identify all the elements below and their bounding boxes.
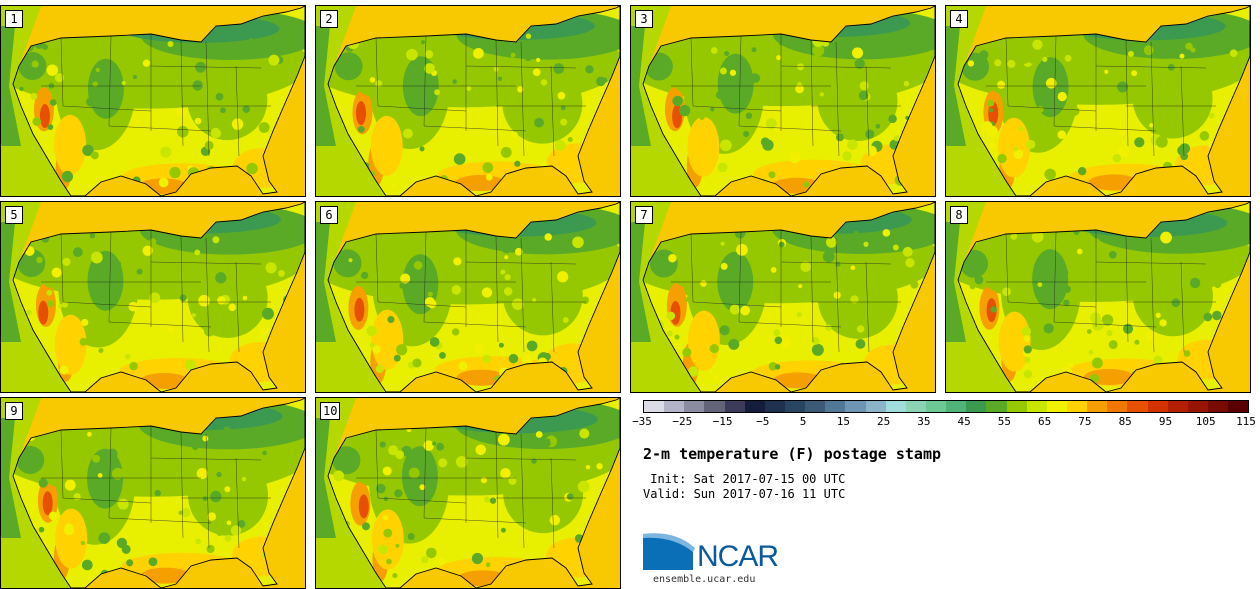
- logo-text: NCAR: [697, 540, 779, 573]
- colorbar-tick-label: 75: [1078, 415, 1092, 428]
- member-number: 8: [950, 206, 968, 224]
- colorbar-segment: [986, 401, 1007, 412]
- colorbar-tick-label: 15: [836, 415, 850, 428]
- temperature-map: [1, 202, 305, 392]
- colorbar-segment: [1147, 401, 1168, 412]
- colorbar-segment: [1127, 401, 1148, 412]
- colorbar-segment: [825, 401, 846, 412]
- colorbar-segment: [1087, 401, 1108, 412]
- colorbar-segment: [1228, 401, 1249, 412]
- colorbar-tick-label: 65: [1038, 415, 1052, 428]
- colorbar-segment: [744, 401, 765, 412]
- temperature-map: [316, 398, 620, 588]
- member-panel-3: 3: [630, 5, 936, 197]
- ncar-logo-icon: [643, 533, 695, 570]
- colorbar-segment: [905, 401, 926, 412]
- colorbar-tick-label: −35: [632, 415, 652, 428]
- member-number: 4: [950, 10, 968, 28]
- temperature-map: [1, 6, 305, 196]
- colorbar-segment: [1006, 401, 1027, 412]
- colorbar-tick-label: 5: [799, 415, 807, 428]
- colorbar-segment: [1207, 401, 1229, 412]
- colorbar-segment: [644, 401, 665, 412]
- colorbar-segment: [784, 401, 806, 412]
- colorbar-segment: [1187, 401, 1208, 412]
- colorbar-tick-label: 35: [917, 415, 931, 428]
- colorbar-segment: [684, 401, 705, 412]
- colorbar-segment: [1167, 401, 1188, 412]
- colorbar-segment: [946, 401, 967, 412]
- colorbar-tick-label: 95: [1158, 415, 1173, 428]
- colorbar-tick-label: 55: [997, 415, 1012, 428]
- member-number: 9: [5, 402, 23, 420]
- colorbar-segment: [885, 401, 906, 412]
- colorbar-segment: [925, 401, 947, 412]
- colorbar-segment: [1066, 401, 1088, 412]
- member-number: 2: [320, 10, 338, 28]
- member-panel-10: 10: [315, 397, 621, 589]
- plot-title: 2-m temperature (F) postage stamp: [643, 445, 942, 463]
- colorbar-tick-label: −25: [672, 415, 693, 428]
- colorbar-segment: [724, 401, 745, 412]
- member-number: 6: [320, 206, 338, 224]
- temperature-map: [1, 398, 305, 588]
- temperature-map: [631, 6, 935, 196]
- colorbar-segment: [1107, 401, 1128, 412]
- colorbar-tick-label: 85: [1118, 415, 1132, 428]
- valid-time: Valid: Sun 2017-07-16 11 UTC: [643, 487, 846, 501]
- colorbar-segment: [865, 401, 886, 412]
- member-number: 10: [320, 402, 341, 420]
- colorbar-tick-label: −5: [756, 415, 770, 428]
- member-number: 7: [635, 206, 653, 224]
- colorbar-segment: [764, 401, 785, 412]
- member-number: 5: [5, 206, 23, 224]
- colorbar-segment: [1046, 401, 1067, 412]
- colorbar-tick-label: −15: [712, 415, 733, 428]
- member-panel-5: 5: [0, 201, 306, 393]
- member-panel-9: 9: [0, 397, 306, 589]
- site-url: ensemble.ucar.edu: [653, 574, 756, 585]
- colorbar-tick-label: 45: [957, 415, 971, 428]
- member-number: 1: [5, 10, 23, 28]
- member-panel-7: 7: [630, 201, 936, 393]
- member-panel-2: 2: [315, 5, 621, 197]
- colorbar-segment: [845, 401, 866, 412]
- temperature-colorbar: [643, 400, 1249, 413]
- colorbar-segment: [664, 401, 685, 412]
- member-number: 3: [635, 10, 653, 28]
- colorbar-tick-label: 25: [876, 415, 891, 428]
- init-time: Init: Sat 2017-07-15 00 UTC: [643, 472, 846, 486]
- member-panel-6: 6: [315, 201, 621, 393]
- temperature-map: [946, 202, 1250, 392]
- temperature-map: [946, 6, 1250, 196]
- colorbar-segment: [1026, 401, 1047, 412]
- colorbar-segment: [704, 401, 725, 412]
- member-panel-4: 4: [945, 5, 1251, 197]
- colorbar-tick-label: 115: [1236, 415, 1256, 428]
- member-panel-1: 1: [0, 5, 306, 197]
- member-panel-8: 8: [945, 201, 1251, 393]
- colorbar-tick-label: 105: [1195, 415, 1216, 428]
- temperature-map: [316, 6, 620, 196]
- colorbar-segment: [805, 401, 826, 412]
- temperature-map: [316, 202, 620, 392]
- temperature-map: [631, 202, 935, 392]
- colorbar-segment: [966, 401, 987, 412]
